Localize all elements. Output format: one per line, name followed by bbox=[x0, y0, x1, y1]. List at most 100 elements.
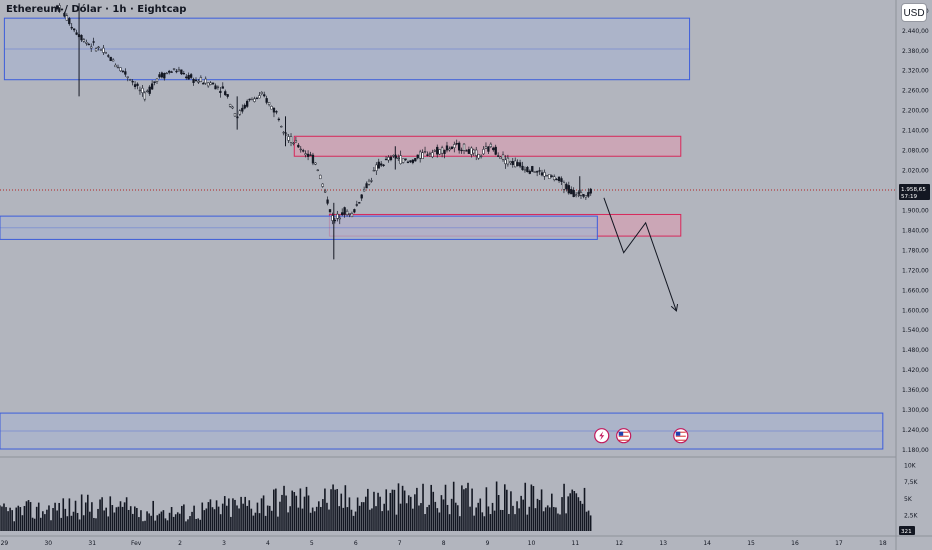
volume-bar bbox=[583, 487, 586, 531]
volume-bar bbox=[5, 507, 7, 531]
volume-bar bbox=[551, 493, 553, 531]
volume-bar bbox=[442, 499, 445, 531]
volume-bar bbox=[129, 506, 132, 531]
volume-bar bbox=[199, 519, 202, 531]
volume-bar bbox=[191, 511, 193, 531]
candle bbox=[175, 68, 178, 74]
volume-bar bbox=[579, 500, 582, 531]
candle bbox=[272, 106, 276, 118]
lightning-icon[interactable] bbox=[594, 428, 610, 444]
chart-title: Ethereum / Dólar · 1h · Eightcap bbox=[6, 4, 187, 15]
candle bbox=[401, 158, 405, 164]
volume-bar bbox=[15, 507, 18, 531]
candle bbox=[180, 69, 183, 75]
blue-zone-0[interactable] bbox=[3, 17, 691, 81]
candle bbox=[299, 146, 302, 153]
candle bbox=[389, 155, 393, 162]
volume-bar bbox=[203, 510, 206, 531]
candle bbox=[202, 81, 205, 85]
candle bbox=[350, 211, 354, 218]
candle bbox=[277, 117, 280, 122]
candle bbox=[467, 146, 471, 154]
us-flag-icon[interactable] bbox=[616, 428, 632, 444]
volume-bar bbox=[207, 502, 210, 531]
volume-bar bbox=[277, 516, 279, 531]
volume-bar bbox=[514, 514, 516, 531]
volume-bar bbox=[324, 488, 326, 531]
volume-bar bbox=[567, 496, 569, 531]
currency-button[interactable]: USD bbox=[901, 3, 927, 22]
volume-bar bbox=[524, 482, 527, 531]
volume-bar bbox=[559, 514, 561, 531]
candle bbox=[528, 169, 531, 175]
candle bbox=[304, 150, 307, 158]
candle bbox=[458, 141, 461, 154]
us-flag-icon[interactable] bbox=[673, 428, 689, 444]
volume-bar bbox=[340, 493, 343, 531]
candle bbox=[192, 77, 195, 86]
candle bbox=[255, 96, 259, 100]
volume-bar bbox=[158, 513, 161, 531]
volume-bar bbox=[93, 517, 95, 531]
candle bbox=[533, 171, 536, 173]
candle bbox=[370, 177, 373, 183]
volume-bar bbox=[44, 514, 46, 531]
volume-bar bbox=[414, 494, 416, 531]
price-tick-label: 1.540,00 bbox=[902, 327, 929, 334]
candle bbox=[131, 79, 134, 86]
volume-bar bbox=[91, 502, 93, 531]
candle bbox=[158, 72, 161, 79]
candle bbox=[540, 169, 544, 177]
candle bbox=[111, 58, 115, 62]
volume-bar bbox=[136, 507, 138, 531]
blue-zone-4[interactable] bbox=[0, 412, 884, 450]
candle bbox=[87, 42, 90, 46]
volume-bar bbox=[84, 502, 87, 531]
candle bbox=[523, 166, 527, 173]
volume-bar bbox=[436, 508, 439, 531]
projection-path[interactable] bbox=[603, 197, 677, 312]
blue-zone-3[interactable] bbox=[0, 215, 598, 240]
volume-bar bbox=[223, 496, 226, 531]
volume-bar bbox=[506, 489, 508, 531]
volume-bar bbox=[162, 510, 165, 531]
volume-bar bbox=[89, 511, 91, 531]
price-scale[interactable] bbox=[896, 0, 932, 550]
volume-bar bbox=[23, 505, 26, 531]
volume-bar bbox=[195, 518, 197, 531]
price-tick-label: 1.780,00 bbox=[902, 247, 929, 254]
volume-bar bbox=[571, 489, 574, 531]
candle bbox=[496, 152, 500, 157]
volume-bar bbox=[97, 508, 99, 531]
volume-bar bbox=[338, 506, 341, 531]
candle bbox=[55, 4, 59, 11]
volume-bar bbox=[50, 520, 52, 531]
volume-bar bbox=[499, 509, 502, 531]
candle bbox=[146, 89, 149, 93]
candle bbox=[165, 72, 168, 75]
candle bbox=[553, 174, 556, 182]
candle bbox=[338, 214, 341, 225]
volume-bar bbox=[185, 521, 187, 531]
volume-bar bbox=[115, 507, 118, 531]
candle bbox=[182, 70, 185, 75]
candle bbox=[479, 154, 483, 159]
candle bbox=[185, 73, 188, 80]
time-tick-label: 8 bbox=[442, 540, 446, 547]
volume-badge-value: 321 bbox=[901, 529, 912, 535]
red-zone-1[interactable] bbox=[293, 135, 682, 157]
candle bbox=[531, 165, 534, 173]
candle bbox=[231, 105, 234, 110]
volume-bar bbox=[416, 487, 418, 531]
volume-bar bbox=[95, 518, 97, 531]
time-tick-label: 10 bbox=[528, 540, 536, 547]
volume-bar bbox=[508, 513, 510, 531]
volume-bar bbox=[477, 502, 480, 531]
volume-bar bbox=[156, 515, 159, 531]
volume-bar bbox=[485, 487, 488, 531]
candle bbox=[506, 154, 510, 167]
volume-bar bbox=[493, 510, 496, 531]
volume-bar bbox=[418, 505, 420, 531]
volume-bar bbox=[577, 497, 580, 531]
